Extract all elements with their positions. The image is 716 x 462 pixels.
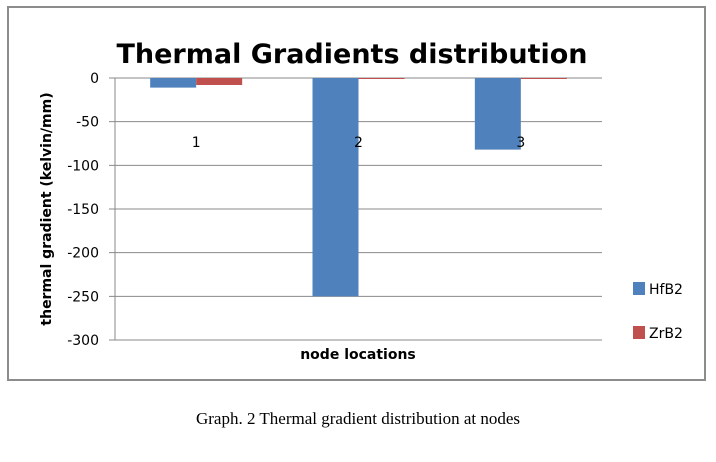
bar-HfB2-3: [474, 78, 521, 150]
chart-frame: [7, 6, 706, 381]
chart-title: Thermal Gradients distribution: [116, 39, 587, 70]
bar-ZrB2-2: [358, 78, 405, 79]
bar-ZrB2-3: [520, 78, 567, 79]
y-axis-label: thermal gradient (kelvin/mm): [39, 92, 55, 325]
y-tick-label: -50: [76, 115, 99, 131]
legend-label: ZrB2: [649, 326, 683, 342]
x-category-label: 2: [354, 135, 363, 151]
y-tick-label: -100: [67, 158, 99, 174]
legend-label: HfB2: [649, 282, 683, 298]
y-tick-label: 0: [90, 71, 99, 87]
bar-HfB2-1: [150, 78, 197, 88]
y-tick-label: -300: [67, 333, 99, 349]
x-category-label: 1: [192, 135, 201, 151]
x-category-label: 3: [516, 135, 525, 151]
bar-chart: Thermal Gradients distribution 0 -50 -100 -…: [39, 39, 683, 363]
bar-HfB2-2: [312, 78, 359, 297]
y-tick-label: -250: [67, 289, 99, 305]
bar-ZrB2-1: [196, 78, 243, 85]
figure-caption: Graph. 2 Thermal gradient distribution a…: [195, 409, 521, 428]
legend: HfB2 ZrB2: [633, 282, 683, 342]
x-axis-label: node locations: [300, 347, 416, 363]
legend-swatch-HfB2: [633, 282, 645, 295]
y-tick-label: -150: [67, 202, 99, 218]
legend-swatch-ZrB2: [633, 326, 645, 339]
y-tick-label: -200: [67, 246, 99, 262]
